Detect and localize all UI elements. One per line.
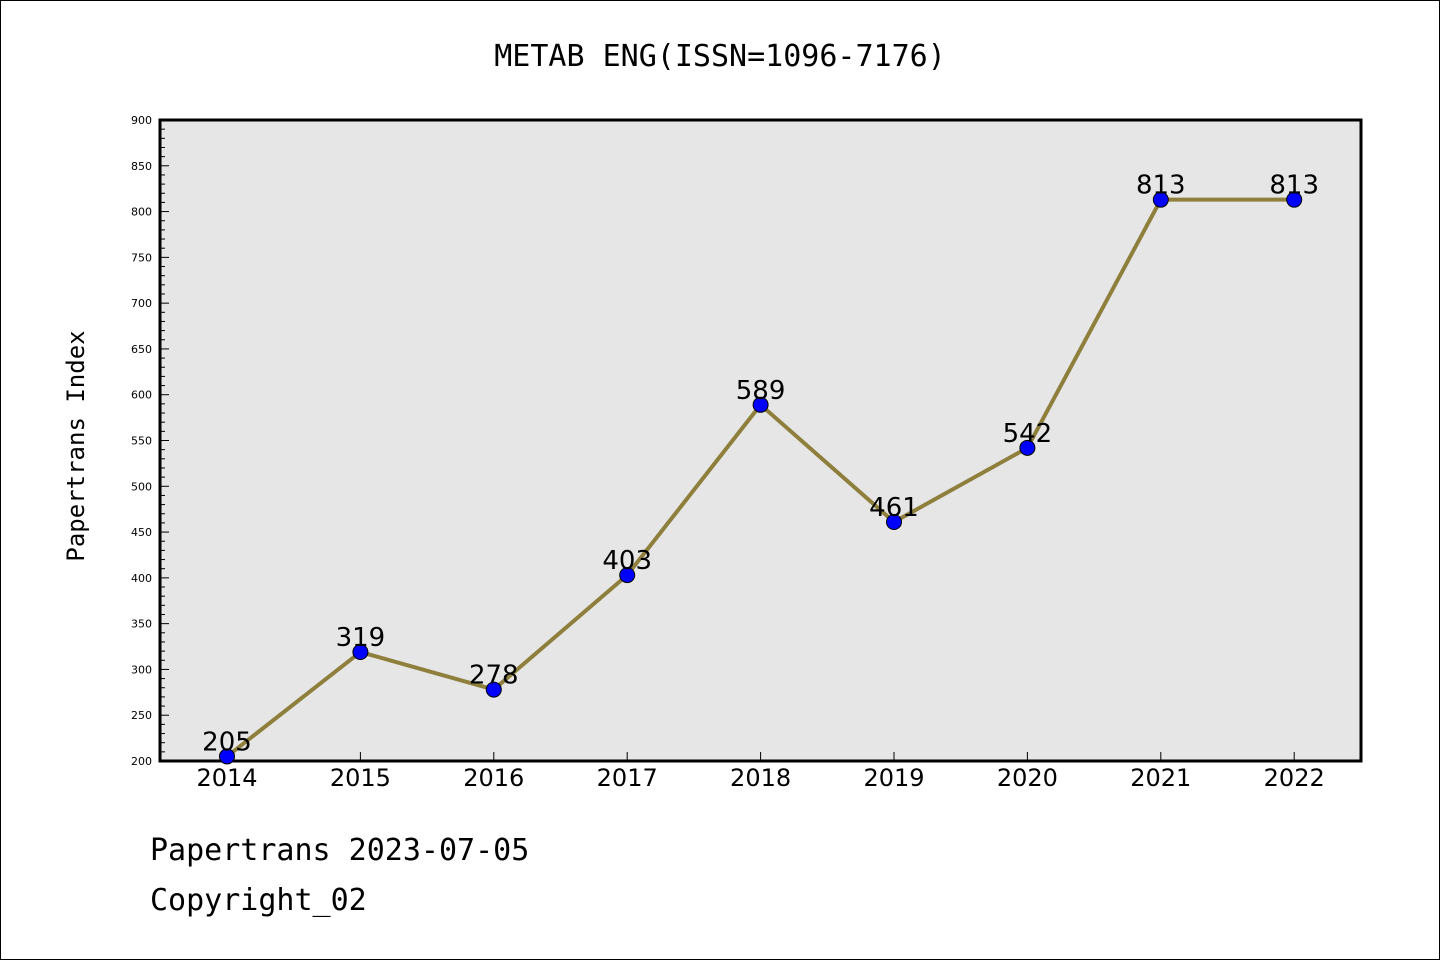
x-axis-ticks: 2014 2015 2016 2017 2018 2019 2020 2021 2022: [196, 752, 1325, 792]
x-tick-label: 2022: [1264, 764, 1325, 792]
data-label-group: 205 319 278 403 589 461 542 813 813: [202, 171, 1319, 758]
y-axis-ticks: 200 250 300 350 400 450 500 550 600 650 700 750 800 8…: [131, 114, 169, 768]
data-label: 319: [336, 623, 386, 653]
y-tick-label: 250: [131, 709, 152, 722]
series-group: [219, 191, 1303, 765]
data-label: 813: [1269, 171, 1319, 201]
y-tick-label: 500: [131, 480, 152, 493]
x-tick-label: 2016: [463, 764, 524, 792]
data-label: 542: [1003, 419, 1053, 449]
y-tick-label: 300: [131, 663, 152, 676]
data-label: 589: [736, 376, 786, 406]
data-label: 278: [469, 661, 519, 691]
y-tick-label: 900: [131, 114, 152, 127]
data-label: 813: [1136, 171, 1186, 201]
x-tick-label: 2015: [330, 764, 391, 792]
data-point: [619, 567, 636, 584]
data-label: 205: [202, 727, 252, 757]
footer-copyright-text: Copyright_02: [150, 883, 367, 918]
data-label: 403: [602, 546, 652, 576]
x-tick-label: 2017: [597, 764, 658, 792]
y-tick-label: 800: [131, 206, 152, 219]
y-tick-label: 650: [131, 343, 152, 356]
data-point: [219, 748, 235, 765]
y-axis-label: Papertrans Index: [62, 330, 90, 561]
data-point: [886, 513, 902, 530]
data-point: [1286, 191, 1303, 208]
data-point: [485, 681, 502, 698]
plot-area: [158, 118, 1363, 763]
y-tick-label: 350: [131, 618, 152, 631]
y-tick-label: 200: [131, 755, 152, 768]
x-tick-label: 2019: [863, 764, 924, 792]
data-label: 461: [869, 493, 919, 523]
y-tick-label: 400: [131, 572, 152, 585]
y-tick-label: 750: [131, 251, 152, 264]
data-point: [352, 644, 369, 661]
data-point: [752, 396, 769, 413]
y-tick-label: 600: [131, 389, 152, 402]
data-point: [1019, 439, 1036, 456]
y-tick-label: 450: [131, 526, 152, 539]
y-tick-label: 550: [131, 435, 152, 448]
x-tick-label: 2021: [1130, 764, 1191, 792]
data-point: [1152, 191, 1169, 208]
x-tick-label: 2014: [196, 764, 257, 792]
footer-date-text: Papertrans 2023-07-05: [150, 833, 530, 868]
y-tick-label: 700: [131, 297, 152, 310]
x-tick-label: 2018: [730, 764, 791, 792]
y-tick-label: 850: [131, 160, 152, 173]
chart-title: METAB ENG(ISSN=1096-7176): [494, 39, 946, 74]
x-tick-label: 2020: [997, 764, 1058, 792]
